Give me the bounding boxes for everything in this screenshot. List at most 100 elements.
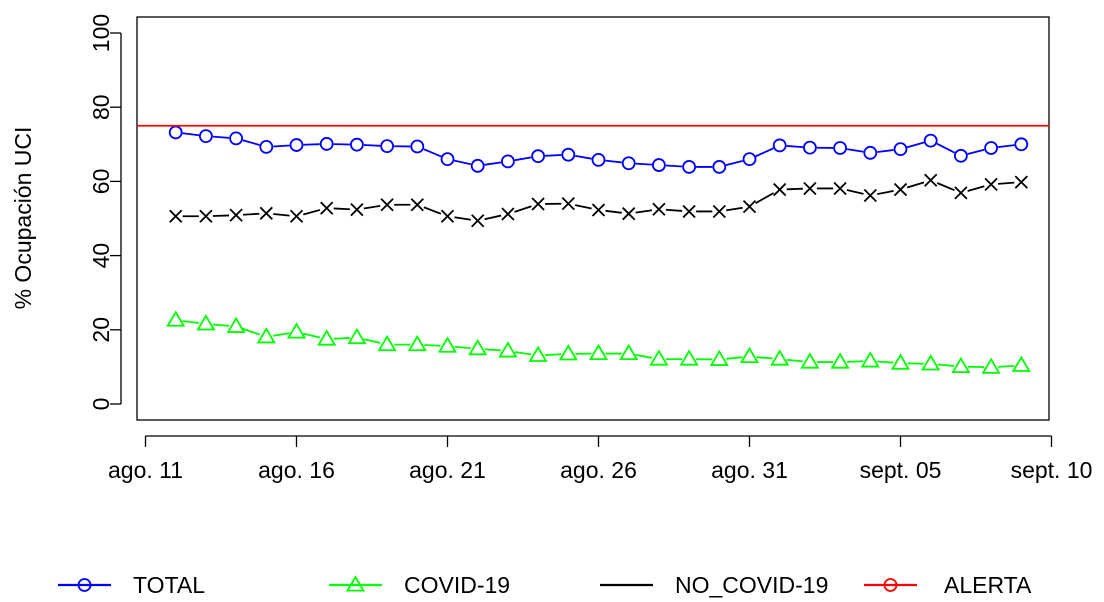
y-tick-label: 40 bbox=[88, 243, 114, 269]
series-segment bbox=[363, 204, 381, 210]
data-point bbox=[830, 352, 850, 369]
data-point bbox=[649, 349, 669, 366]
series-segment bbox=[906, 141, 925, 149]
data-point bbox=[501, 207, 515, 221]
series-segment bbox=[514, 205, 532, 213]
data-point bbox=[833, 181, 847, 196]
data-point bbox=[893, 182, 908, 197]
plot-box bbox=[136, 16, 1050, 421]
series-segment bbox=[635, 209, 653, 214]
series-segment bbox=[273, 332, 290, 337]
data-point bbox=[471, 214, 485, 228]
series-segment bbox=[575, 154, 592, 160]
series-segment bbox=[423, 206, 442, 215]
data-point bbox=[561, 197, 575, 211]
series-segment bbox=[514, 351, 532, 356]
series-segment bbox=[574, 204, 592, 210]
series-segment bbox=[635, 162, 652, 166]
data-point bbox=[531, 149, 545, 164]
series-segment bbox=[846, 148, 864, 153]
series-segment bbox=[936, 182, 955, 192]
data-point bbox=[588, 343, 609, 361]
data-point bbox=[981, 357, 1001, 374]
data-point bbox=[954, 148, 968, 163]
data-point bbox=[289, 209, 304, 223]
series-segment bbox=[786, 187, 803, 191]
legend-label: TOTAL bbox=[133, 572, 205, 598]
legend-item: COVID-19 bbox=[329, 572, 510, 598]
data-point bbox=[739, 346, 760, 364]
series-segment bbox=[242, 139, 260, 146]
series-segment bbox=[967, 185, 985, 192]
series-segment bbox=[182, 132, 200, 137]
data-point bbox=[289, 138, 304, 152]
data-point bbox=[410, 198, 424, 212]
data-point bbox=[833, 141, 847, 155]
data-point bbox=[863, 188, 877, 203]
data-point bbox=[923, 133, 938, 148]
series-total bbox=[168, 125, 1029, 174]
data-point bbox=[803, 181, 817, 196]
series-segment bbox=[242, 327, 260, 336]
legend-label: COVID-19 bbox=[404, 572, 510, 598]
data-point bbox=[377, 334, 397, 352]
legend-marker bbox=[883, 578, 898, 592]
series-segment bbox=[998, 364, 1015, 368]
data-point bbox=[709, 349, 729, 366]
series-segment bbox=[877, 360, 894, 364]
data-point bbox=[621, 156, 636, 171]
y-tick-label: 60 bbox=[88, 169, 114, 195]
data-point bbox=[320, 201, 334, 215]
data-point bbox=[591, 152, 606, 167]
series-segment bbox=[212, 214, 230, 217]
series-segment bbox=[967, 148, 985, 155]
series-segment bbox=[363, 144, 381, 147]
data-point bbox=[528, 345, 548, 362]
data-point bbox=[226, 316, 246, 333]
series-segment bbox=[545, 353, 562, 356]
data-point bbox=[860, 351, 880, 368]
series-segment bbox=[484, 348, 501, 352]
series-segment bbox=[273, 144, 290, 148]
data-point bbox=[256, 327, 276, 344]
data-point bbox=[259, 206, 273, 220]
data-point bbox=[437, 336, 458, 353]
data-point bbox=[347, 327, 367, 345]
y-tick-label: 100 bbox=[88, 14, 114, 52]
y-axis-label: % Ocupación UCI bbox=[10, 127, 36, 310]
series-segment bbox=[877, 149, 894, 153]
data-point bbox=[531, 197, 545, 211]
y-axis: 0 20 40 60 80 100 bbox=[88, 14, 122, 410]
data-point bbox=[803, 140, 817, 155]
legend-label: NO_COVID-19 bbox=[675, 572, 828, 598]
legend-label: ALERTA bbox=[944, 572, 1032, 598]
series-segment bbox=[726, 356, 743, 360]
series-segment bbox=[303, 143, 320, 146]
data-point bbox=[168, 125, 183, 140]
data-point bbox=[199, 209, 213, 223]
series-segment bbox=[847, 360, 864, 363]
data-point bbox=[166, 310, 186, 327]
data-point bbox=[742, 152, 757, 167]
data-point bbox=[259, 139, 274, 154]
y-tick-label: 20 bbox=[88, 317, 114, 343]
series-segment bbox=[846, 189, 864, 195]
data-point bbox=[863, 145, 878, 160]
data-point bbox=[317, 329, 337, 346]
data-point bbox=[1011, 355, 1031, 372]
series-segment bbox=[876, 190, 894, 196]
data-point bbox=[286, 322, 307, 339]
data-point bbox=[169, 209, 183, 223]
series-segment bbox=[635, 353, 653, 359]
x-tick-label: sept. 05 bbox=[860, 457, 942, 483]
legend-item: ALERTA bbox=[864, 572, 1032, 598]
data-point bbox=[1014, 175, 1028, 189]
y-tick-label: 80 bbox=[88, 94, 114, 120]
series-segment bbox=[454, 216, 471, 221]
data-point bbox=[470, 158, 485, 173]
data-point bbox=[742, 199, 757, 214]
x-tick-label: sept. 10 bbox=[1011, 457, 1093, 483]
data-point bbox=[440, 152, 455, 167]
x-tick-label: ago. 11 bbox=[108, 457, 183, 483]
series-segment bbox=[605, 209, 622, 214]
